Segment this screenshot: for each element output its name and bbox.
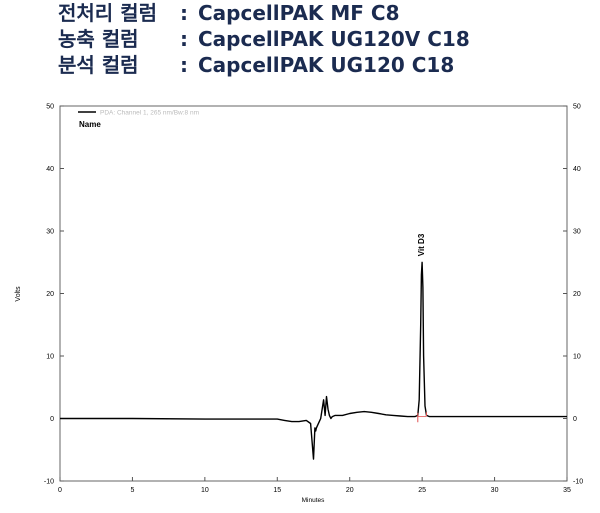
y-tick-label-right: -10 bbox=[573, 479, 583, 486]
y-tick-label-left: 0 bbox=[50, 416, 54, 423]
plot-frame bbox=[59, 105, 568, 482]
x-tick-label: 25 bbox=[418, 487, 426, 494]
y-tick-label-right: 10 bbox=[573, 354, 581, 361]
analytical-column-value: CapcellPAK UG120 C18 bbox=[198, 53, 455, 77]
pretreatment-column-value: CapcellPAK MF C8 bbox=[198, 1, 400, 25]
analytical-column-label: 분석 컬럼 bbox=[58, 53, 139, 77]
separator: : bbox=[180, 27, 188, 51]
legend-name-label: Name bbox=[79, 120, 101, 129]
header-line-pretreatment: 전처리 컬럼: CapcellPAK MF C8 bbox=[58, 0, 470, 26]
x-tick-label: 20 bbox=[346, 487, 354, 494]
x-tick-label: 35 bbox=[563, 487, 571, 494]
x-axis-label: Minutes bbox=[302, 497, 326, 504]
peak-label: Vit D3 bbox=[417, 233, 426, 256]
y-tick-label-right: 0 bbox=[573, 416, 577, 423]
y-tick-label-right: 30 bbox=[573, 229, 581, 236]
column-info-header: 전처리 컬럼: CapcellPAK MF C8 농축 컬럼: CapcellPAK… bbox=[58, 0, 470, 78]
y-tick-label-right: 50 bbox=[573, 104, 581, 111]
series-trace bbox=[60, 261, 567, 460]
x-tick-label: 5 bbox=[130, 487, 134, 494]
y-tick-label-right: 40 bbox=[573, 166, 581, 173]
y-tick-label-left: 20 bbox=[46, 291, 54, 298]
y-tick-label-left: -10 bbox=[44, 479, 54, 486]
concentration-column-value: CapcellPAK UG120V C18 bbox=[198, 27, 470, 51]
x-tick-label: 10 bbox=[201, 487, 209, 494]
header-line-concentration: 농축 컬럼: CapcellPAK UG120V C18 bbox=[58, 26, 470, 52]
concentration-column-label: 농축 컬럼 bbox=[58, 27, 139, 51]
y-axis-label: Volts bbox=[15, 286, 22, 302]
separator: : bbox=[180, 1, 188, 25]
header-line-analytical: 분석 컬럼: CapcellPAK UG120 C18 bbox=[58, 52, 470, 78]
y-tick-label-left: 10 bbox=[46, 354, 54, 361]
x-tick-label: 15 bbox=[273, 487, 281, 494]
y-tick-label-right: 20 bbox=[573, 291, 581, 298]
legend-series-label: PDA: Channel 1, 265 nm/Bw:8 nm bbox=[100, 110, 199, 117]
x-tick-label: 30 bbox=[491, 487, 499, 494]
y-tick-label-left: 40 bbox=[46, 166, 54, 173]
pretreatment-column-label: 전처리 컬럼 bbox=[58, 1, 157, 25]
separator: : bbox=[180, 53, 188, 77]
y-tick-label-left: 30 bbox=[46, 229, 54, 236]
y-tick-label-left: 50 bbox=[46, 104, 54, 111]
x-tick-label: 0 bbox=[58, 487, 62, 494]
